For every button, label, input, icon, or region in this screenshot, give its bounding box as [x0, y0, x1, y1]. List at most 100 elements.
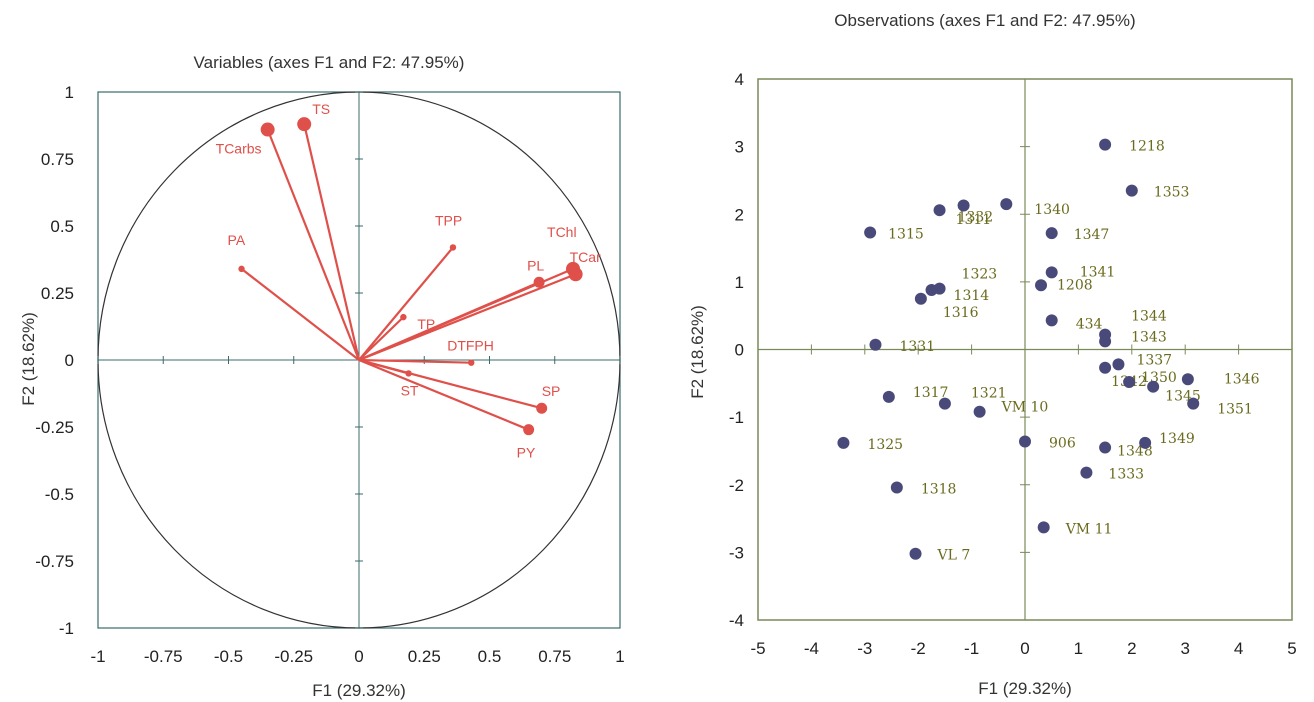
- label-dtfph: DTFPH: [447, 338, 494, 354]
- point-py: [523, 424, 535, 436]
- y-tick-label: 4: [735, 70, 744, 89]
- y-tick-label: -0.75: [35, 552, 74, 571]
- vector-tcar: [358, 273, 577, 362]
- point-tpp: [449, 244, 457, 251]
- y-tick-label: 0.75: [41, 150, 74, 169]
- point-tp: [400, 313, 407, 321]
- variables-y-axis-label: F2 (18.62%): [19, 312, 38, 406]
- point-1333: [1080, 466, 1093, 479]
- point-1353: [1125, 184, 1138, 197]
- vector-tpp: [358, 246, 454, 361]
- label-1317: 1317: [913, 385, 949, 401]
- label-sp: SP: [542, 383, 561, 399]
- point-1343: [1099, 335, 1112, 348]
- observations-x-axis-label: F1 (29.32%): [978, 679, 1072, 698]
- label-vm-10: VM 10: [1001, 400, 1049, 416]
- label-vm-11: VM 11: [1065, 521, 1113, 537]
- y-tick-label: -0.25: [35, 418, 74, 437]
- variables-chart-title: Variables (axes F1 and F2: 47.95%): [194, 53, 465, 72]
- point-tcarbs: [260, 122, 275, 137]
- label-1323: 1323: [962, 267, 998, 283]
- x-tick-label: 0: [1020, 639, 1029, 658]
- label-1341: 1341: [1080, 264, 1116, 280]
- point-1350: [1123, 375, 1136, 388]
- point-1351: [1187, 397, 1200, 410]
- observations-chart-title: Observations (axes F1 and F2: 47.95%): [834, 11, 1135, 30]
- y-tick-label: 2: [735, 205, 744, 224]
- y-tick-label: -0.5: [45, 485, 74, 504]
- x-tick-label: -2: [911, 639, 926, 658]
- point-vm-10: [973, 405, 986, 418]
- point-dtfph: [468, 359, 475, 366]
- label-1350: 1350: [1141, 370, 1177, 386]
- point-1347: [1045, 227, 1058, 240]
- point-ts: [297, 117, 312, 132]
- point-1316: [914, 292, 927, 305]
- point-vl-7: [909, 547, 922, 560]
- label-1351: 1351: [1217, 402, 1253, 418]
- x-tick-label: 5: [1287, 639, 1296, 658]
- label-906: 906: [1049, 435, 1076, 451]
- label-1337: 1337: [1136, 352, 1172, 368]
- vector-tp: [358, 316, 405, 361]
- point-1318: [890, 481, 903, 494]
- point-1345: [1147, 380, 1160, 393]
- label-1325: 1325: [867, 437, 903, 453]
- point-tcar: [568, 267, 583, 282]
- vector-dtfph: [358, 358, 472, 364]
- y-tick-label: 0: [735, 341, 744, 360]
- y-tick-label: 0.5: [50, 217, 74, 236]
- vector-ts: [303, 123, 361, 361]
- y-tick-label: 0: [65, 351, 74, 370]
- point-sp: [536, 402, 548, 414]
- label-tcar: TCar: [570, 249, 601, 265]
- y-tick-label: 0.25: [41, 284, 74, 303]
- label-1349: 1349: [1159, 431, 1195, 447]
- point-1341: [1045, 266, 1058, 279]
- label-1331: 1331: [899, 339, 935, 355]
- variables-plot-area: -1 -0.75 -0.5 -0.25 0 0.25 0.5 0.75 1 1 0.75 0.5 0.2…: [35, 83, 624, 666]
- label-tp: TP: [417, 316, 435, 332]
- point-1348: [1099, 441, 1112, 454]
- y-tick-label: -1: [59, 619, 74, 638]
- point-1331: [869, 338, 882, 351]
- x-tick-label: 4: [1234, 639, 1243, 658]
- x-tick-label: 0.25: [408, 647, 441, 666]
- label-1343: 1343: [1131, 329, 1167, 345]
- label-1353: 1353: [1154, 185, 1190, 201]
- label-ts: TS: [312, 101, 330, 117]
- label-tcarbs: TCarbs: [216, 141, 262, 157]
- y-tick-label: -1: [729, 408, 744, 427]
- vector-pl: [358, 281, 540, 362]
- point-1337: [1112, 358, 1125, 371]
- point-1342: [1099, 361, 1112, 374]
- x-tick-label: -1: [964, 639, 979, 658]
- label-tpp: TPP: [435, 212, 462, 228]
- variables-x-axis-label: F1 (29.32%): [312, 681, 406, 700]
- label-pl: PL: [527, 257, 544, 273]
- label-1318: 1318: [921, 481, 957, 497]
- point-1321: [938, 397, 951, 410]
- vector-py: [358, 358, 530, 431]
- x-tick-label: -4: [804, 639, 819, 658]
- observations-y-axis-label: F2 (18.62%): [688, 305, 707, 399]
- x-tick-label: 1: [1074, 639, 1083, 658]
- y-tick-label: 1: [735, 273, 744, 292]
- point-1315: [864, 226, 877, 239]
- point-pl: [533, 276, 545, 288]
- x-tick-label: -0.25: [274, 647, 313, 666]
- label-434: 434: [1076, 316, 1103, 332]
- point-906: [1019, 435, 1031, 448]
- label-1218: 1218: [1129, 139, 1165, 155]
- label-1333: 1333: [1108, 467, 1144, 483]
- x-tick-label: 3: [1180, 639, 1189, 658]
- x-tick-label: -3: [857, 639, 872, 658]
- point-pa: [238, 265, 245, 273]
- x-tick-label: 0: [354, 647, 363, 666]
- variables-chart: Variables (axes F1 and F2: 47.95%) F1 (2…: [19, 53, 625, 700]
- point-1317: [882, 390, 895, 403]
- x-tick-label: -0.75: [144, 647, 183, 666]
- x-tick-label: 1: [615, 647, 624, 666]
- point-1218: [1099, 138, 1112, 151]
- point-1208: [1035, 279, 1048, 292]
